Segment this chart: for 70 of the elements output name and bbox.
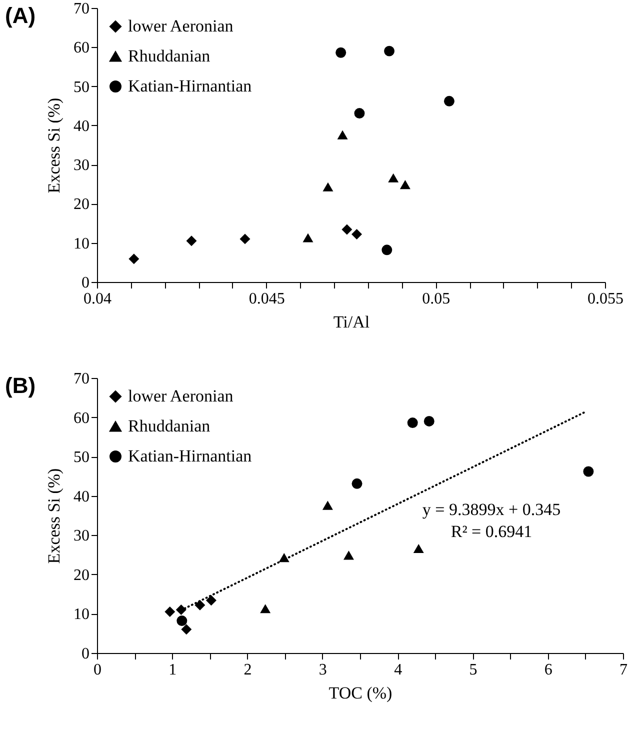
y-tick-label: 20	[74, 566, 90, 584]
x-tick-label: 0.05	[422, 290, 450, 308]
annotation: y = 9.3899x + 0.345	[422, 500, 561, 519]
y-axis-title: Excess Si (%)	[44, 98, 64, 194]
point	[260, 604, 271, 614]
legend-label: Katian-Hirnantian	[128, 76, 252, 96]
point	[322, 500, 333, 510]
y-axis-title: Excess Si (%)	[44, 468, 64, 564]
legend-label: Katian-Hirnantian	[128, 446, 252, 466]
x-axis-title: TOC (%)	[328, 684, 392, 702]
point	[444, 96, 454, 106]
legend-label: Rhuddanian	[128, 416, 211, 436]
x-tick-label: 6	[544, 662, 552, 678]
point	[186, 236, 197, 246]
point	[583, 466, 594, 477]
point	[413, 544, 424, 554]
x-tick-label: 7	[620, 662, 628, 678]
point	[181, 624, 192, 635]
point	[352, 478, 362, 489]
y-tick-label: 0	[82, 646, 90, 662]
chart-title: (A)	[5, 3, 36, 28]
point	[342, 224, 352, 235]
point	[352, 229, 362, 240]
point	[128, 254, 140, 264]
point	[337, 130, 348, 140]
point	[336, 47, 346, 58]
x-tick-label: 4	[394, 662, 402, 678]
y-tick-label: 40	[74, 488, 90, 506]
y-tick-label: 10	[74, 606, 90, 624]
x-axis-title: Ti/Al	[333, 312, 370, 332]
point	[343, 550, 354, 560]
y-tick-label: 30	[74, 157, 90, 174]
point	[384, 46, 395, 56]
point	[164, 606, 176, 617]
y-tick-label: 40	[74, 118, 90, 135]
x-tick-label: 0.055	[588, 290, 624, 308]
point	[400, 180, 410, 190]
point	[354, 108, 365, 119]
chart-title: (B)	[5, 373, 36, 398]
legend-label: lower Aeronian	[128, 16, 234, 36]
point	[176, 616, 188, 626]
x-tick-label: 1	[168, 662, 177, 678]
annotation: R² = 0.6941	[450, 522, 532, 541]
y-tick-label: 70	[74, 0, 90, 18]
point	[424, 416, 434, 426]
y-tick-label: 50	[74, 78, 90, 96]
y-tick-label: 60	[74, 410, 90, 427]
legend-label: Rhuddanian	[128, 46, 211, 66]
point	[206, 595, 216, 606]
y-tick-label: 30	[74, 528, 90, 545]
x-tick-label: 5	[469, 662, 478, 678]
x-tick-label: 3	[318, 662, 327, 678]
point	[302, 233, 314, 242]
x-tick-label: 2	[244, 662, 252, 678]
y-tick-label: 50	[74, 449, 90, 466]
y-tick-label: 10	[74, 235, 90, 252]
y-tick-label: 20	[74, 196, 90, 214]
legend-label: lower Aeronian	[128, 386, 234, 406]
point	[382, 244, 392, 256]
y-tick-label: 70	[74, 370, 90, 388]
point	[407, 418, 418, 428]
y-tick-label: 60	[74, 40, 90, 57]
point	[240, 234, 250, 244]
x-tick-label: 0.045	[248, 290, 285, 308]
x-tick-label: 0	[94, 662, 102, 678]
point	[194, 600, 206, 610]
y-tick-label: 0	[82, 274, 90, 292]
point	[388, 173, 399, 182]
point	[322, 182, 334, 192]
x-tick-label: 0.04	[84, 290, 112, 308]
